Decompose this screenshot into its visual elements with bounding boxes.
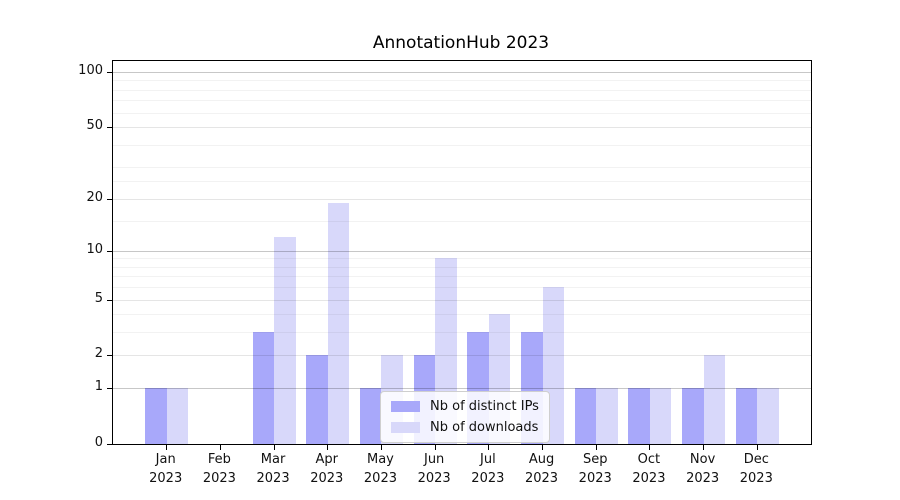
bar-distinct-ips [628, 388, 650, 444]
y-tick-label: 1 [94, 379, 103, 395]
y-tick [107, 198, 112, 200]
minor-gridline [113, 100, 811, 102]
gridline [113, 299, 811, 301]
x-tick-label: Apr 2023 [310, 452, 344, 486]
bar-distinct-ips [682, 388, 704, 444]
x-tick-label: Feb 2023 [202, 452, 236, 486]
bar-distinct-ips [735, 388, 758, 444]
y-tick-label: 2 [94, 346, 103, 362]
minor-gridline [113, 167, 811, 169]
bar-downloads [166, 388, 189, 444]
legend: Nb of distinct IPs Nb of downloads [380, 391, 550, 443]
x-tick-label: Jun 2023 [417, 452, 451, 486]
gridline [113, 198, 811, 200]
y-tick [107, 388, 112, 390]
legend-item-downloads: Nb of downloads [391, 420, 539, 435]
y-tick-label: 10 [86, 241, 103, 257]
x-tick [756, 445, 758, 450]
x-tick-label: Oct 2023 [632, 452, 666, 486]
legend-item-distinct-ips: Nb of distinct IPs [391, 399, 539, 414]
x-tick [595, 445, 597, 450]
x-tick [649, 445, 651, 450]
chart-title: AnnotationHub 2023 [372, 33, 550, 53]
minor-gridline [113, 314, 811, 316]
y-tick-label: 0 [94, 435, 103, 450]
bar-downloads [649, 388, 672, 444]
y-tick [107, 72, 112, 73]
x-tick [703, 445, 705, 450]
bar-distinct-ips [306, 355, 328, 444]
minor-gridline [113, 332, 811, 334]
x-tick-label: Dec 2023 [739, 452, 773, 486]
legend-label-downloads: Nb of downloads [430, 420, 539, 435]
bar-distinct-ips [252, 332, 275, 444]
y-tick-label: 20 [86, 189, 103, 205]
bar-downloads [327, 202, 350, 444]
y-tick-label: 5 [94, 290, 103, 306]
bar-downloads [703, 355, 726, 444]
x-tick [327, 445, 329, 450]
y-tick [107, 444, 112, 445]
bar-downloads [596, 388, 618, 444]
legend-swatch-downloads [391, 422, 420, 433]
gridline [113, 250, 811, 252]
x-tick [273, 445, 275, 450]
gridline [113, 127, 811, 129]
bar-downloads [757, 388, 779, 444]
x-tick-label: Nov 2023 [686, 452, 720, 486]
y-tick-label: 50 [86, 118, 103, 134]
minor-gridline [113, 80, 811, 82]
minor-gridline [113, 112, 811, 114]
y-tick [107, 355, 112, 357]
bar-distinct-ips [359, 388, 382, 444]
bar-downloads [274, 237, 296, 444]
minor-gridline [113, 89, 811, 91]
y-tick [107, 127, 112, 129]
x-tick [488, 445, 490, 450]
x-tick-label: Aug 2023 [524, 452, 559, 486]
minor-gridline [113, 258, 811, 260]
x-tick [434, 445, 436, 450]
x-tick-label: Jan 2023 [149, 452, 183, 486]
x-tick [380, 445, 382, 450]
minor-gridline [113, 181, 811, 183]
minor-gridline [113, 287, 811, 289]
x-tick-label: May 2023 [363, 452, 397, 486]
plot-area: Nb of distinct IPs Nb of downloads [107, 60, 812, 450]
legend-swatch-distinct-ips [391, 401, 420, 412]
minor-gridline [113, 266, 811, 268]
x-tick-label: Sep 2023 [578, 452, 612, 486]
y-tick [107, 250, 112, 252]
x-axis-labels: Jan 2023 Feb 2023 Mar 2023 Apr 2023 May 2023 Jun 20… [112, 450, 810, 495]
y-axis-labels: 0 1 2 5 10 20 50 100 [0, 60, 103, 450]
gridline [113, 72, 811, 73]
x-tick-label: Jul 2023 [471, 452, 505, 486]
x-tick [542, 445, 544, 450]
bar-distinct-ips [574, 388, 597, 444]
x-tick-label: Mar 2023 [256, 452, 290, 486]
minor-gridline [113, 220, 811, 222]
minor-gridline [113, 144, 811, 146]
y-tick-label: 100 [78, 63, 103, 78]
minor-gridline [113, 276, 811, 278]
bar-distinct-ips [145, 388, 167, 444]
legend-label-distinct-ips: Nb of distinct IPs [430, 399, 539, 414]
y-tick [107, 299, 112, 301]
x-tick [219, 445, 221, 450]
x-tick [166, 445, 168, 450]
